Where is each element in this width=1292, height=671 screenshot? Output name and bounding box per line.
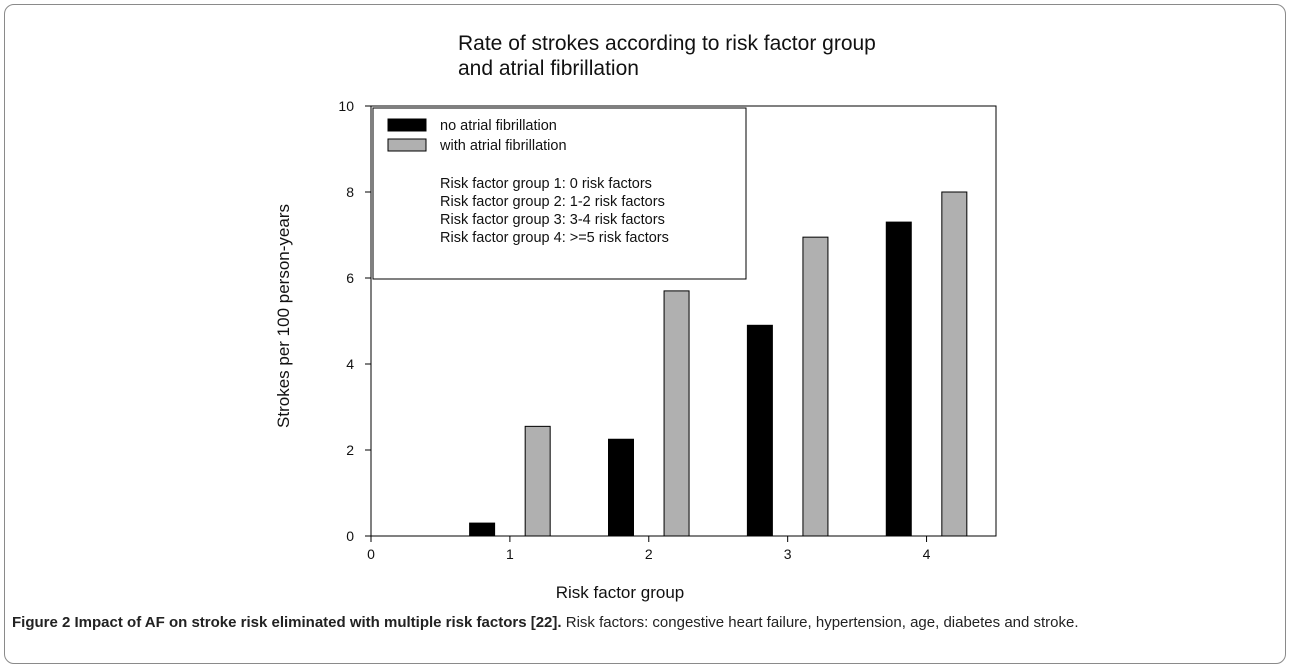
figure-caption: Figure 2 Impact of AF on stroke risk eli… — [12, 612, 1278, 634]
legend-label-no-af: no atrial fibrillation — [440, 118, 557, 134]
legend-label-af: with atrial fibrillation — [439, 138, 567, 154]
legend-note-2: Risk factor group 2: 1-2 risk factors — [440, 194, 665, 210]
bar-no-af-group-1 — [469, 522, 496, 537]
bar-no-af-group-4 — [885, 221, 912, 537]
y-tick-label: 10 — [338, 98, 354, 114]
x-axis-label: Risk factor group — [556, 583, 685, 602]
bar-af-group-1 — [524, 425, 551, 537]
x-tick-label: 0 — [367, 546, 375, 562]
y-axis-label: Strokes per 100 person-years — [274, 204, 293, 428]
y-ticks: 0 2 4 6 8 10 — [338, 98, 371, 544]
figure-frame — [4, 4, 1286, 664]
caption-text: Risk factors: congestive heart failure, … — [561, 614, 1079, 631]
chart-title-line-2: and atrial fibrillation — [458, 57, 639, 80]
x-tick-label: 3 — [784, 546, 792, 562]
bar-no-af-group-2 — [608, 438, 634, 537]
chart-title-line-1: Rate of strokes according to risk factor… — [458, 32, 876, 55]
legend-swatch-af — [387, 138, 427, 152]
y-tick-label: 4 — [346, 356, 354, 372]
legend-note-1: Risk factor group 1: 0 risk factors — [440, 176, 652, 192]
legend-box — [372, 107, 747, 280]
x-tick-label: 1 — [506, 546, 514, 562]
legend-swatch-no-af — [387, 118, 427, 132]
y-tick-label: 6 — [346, 270, 354, 286]
x-ticks: 0 1 2 3 4 — [367, 536, 931, 562]
caption-lead: Figure 2 Impact of AF on stroke risk eli… — [12, 614, 562, 631]
bar-af-group-3 — [802, 236, 829, 537]
y-tick-label: 2 — [346, 442, 354, 458]
legend: no atrial fibrillation with atrial fibri… — [372, 107, 747, 280]
bar-af-group-4 — [941, 191, 968, 537]
bars — [469, 191, 968, 537]
y-tick-label: 0 — [346, 528, 354, 544]
bar-af-group-2 — [663, 290, 690, 537]
x-tick-label: 2 — [645, 546, 653, 562]
legend-note-4: Risk factor group 4: >=5 risk factors — [440, 230, 669, 246]
x-tick-label: 4 — [923, 546, 931, 562]
y-tick-label: 8 — [346, 184, 354, 200]
bar-chart: Rate of strokes according to risk factor… — [274, 32, 997, 602]
legend-note-3: Risk factor group 3: 3-4 risk factors — [440, 212, 665, 228]
bar-no-af-group-3 — [746, 324, 773, 537]
